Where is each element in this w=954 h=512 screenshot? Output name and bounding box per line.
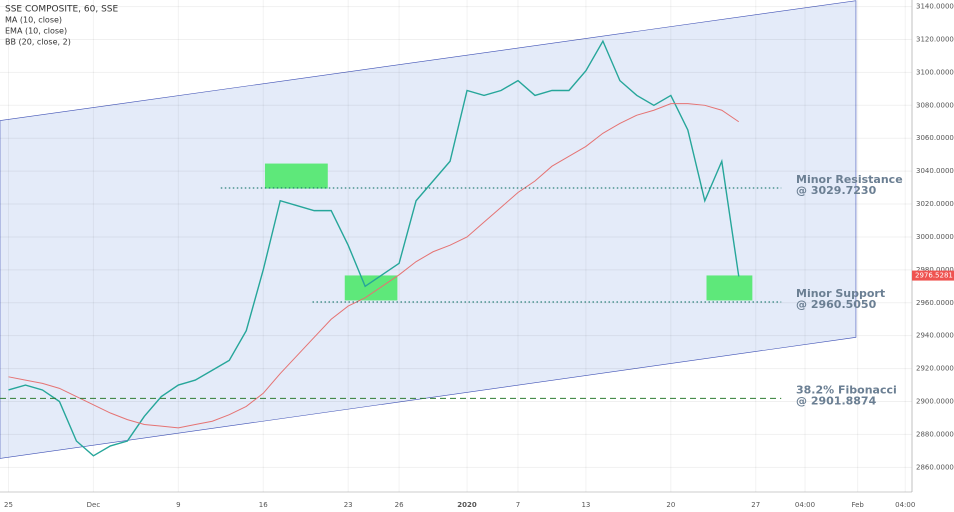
zone [706,275,753,301]
x-tick-label: 9 [176,501,180,509]
x-tick-label: 16 [259,501,268,509]
x-tick-label: 7 [516,501,520,509]
legend-entry: MA (10, close) [5,16,62,25]
y-tick-label: 3020.0000 [916,200,954,208]
zone [344,275,398,301]
plot-area [0,0,912,492]
level-title: 38.2% Fibonacci [796,383,897,396]
x-tick-label: 26 [395,501,404,509]
last-price-box [912,270,954,281]
series-line [8,39,740,457]
y-tick-label: 2960.0000 [916,299,954,307]
y-tick-label: 3100.0000 [916,68,954,76]
y-tick-label: 2980.0000 [916,266,954,274]
y-tick-label: 3080.0000 [916,101,954,109]
price-channel [0,0,857,459]
level-label: @ 3029.7230 [796,184,877,197]
level-title: Minor Resistance [796,173,903,186]
y-tick-label: 3060.0000 [916,134,954,142]
y-tick-label: 3040.0000 [916,167,954,175]
x-tick-label: Feb [851,501,864,509]
x-tick-label: 20 [666,501,675,509]
level-label: @ 2901.8874 [796,394,877,407]
x-tick-label: 25 [4,501,13,509]
level-label: @ 2960.5050 [796,298,877,311]
series-line [8,103,740,429]
legend-entry: BB (20, close, 2) [5,38,71,47]
legend-entry: EMA (10, close) [5,27,67,36]
x-tick-label: 23 [344,501,353,509]
y-tick-label: 2900.0000 [916,397,954,405]
x-tick-label: 27 [751,501,760,509]
zone [264,163,328,189]
x-tick-label: 04:00 [895,501,915,509]
last-price-label: 2976.5281 [915,272,953,280]
y-tick-label: 2880.0000 [916,430,954,438]
x-tick-label: 04:00 [795,501,815,509]
y-tick-label: 2940.0000 [916,332,954,340]
chart-title: SSE COMPOSITE, 60, SSE [5,5,118,15]
x-tick-label: Dec [87,501,101,509]
y-tick-label: 3120.0000 [916,35,954,43]
y-tick-label: 3000.0000 [916,233,954,241]
y-tick-label: 3140.0000 [916,3,954,11]
y-tick-label: 2860.0000 [916,463,954,471]
x-tick-label: 2020 [457,501,477,509]
y-tick-label: 2920.0000 [916,365,954,373]
level-title: Minor Support [796,287,885,300]
x-tick-label: 13 [581,501,590,509]
